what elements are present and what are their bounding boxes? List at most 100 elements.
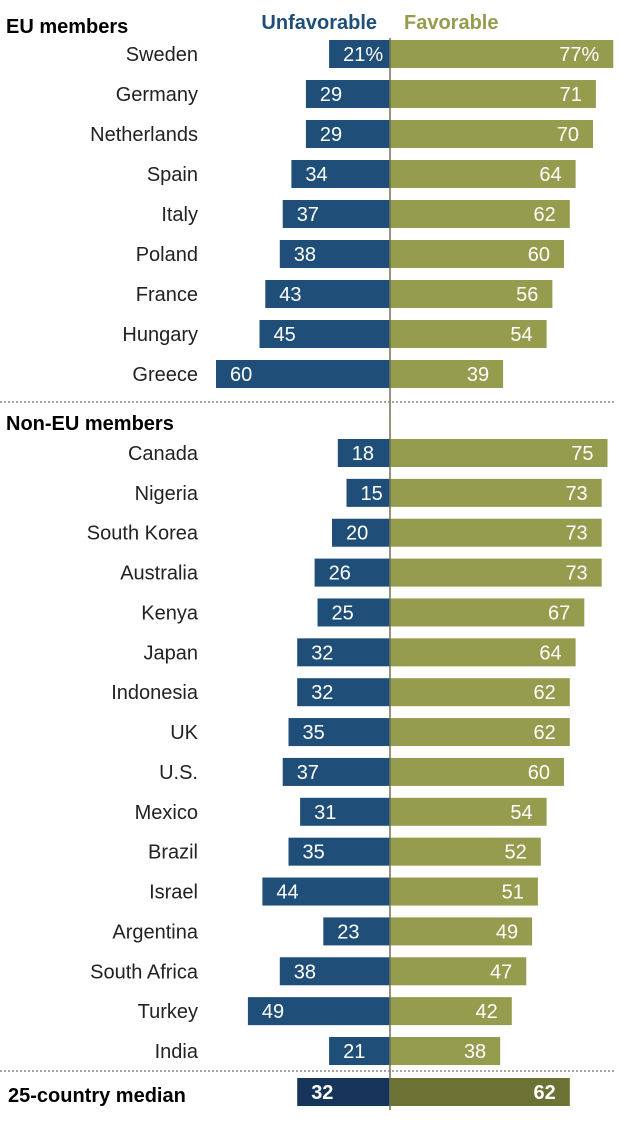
value-label-favorable-south-korea: 73 — [565, 523, 587, 545]
value-label-unfavorable-u-s: 37 — [297, 762, 319, 784]
country-label-uk: UK — [170, 722, 198, 744]
value-label-unfavorable-sweden: 21% — [343, 44, 383, 66]
country-label-argentina: Argentina — [112, 921, 198, 943]
country-label-australia: Australia — [120, 563, 199, 585]
value-label-unfavorable-france: 43 — [279, 284, 301, 306]
value-label-favorable-kenya: 67 — [548, 602, 570, 624]
value-label-unfavorable-south-africa: 38 — [294, 961, 316, 983]
value-label-favorable-south-africa: 47 — [490, 961, 512, 983]
bar-favorable-germany — [390, 80, 596, 108]
section-title-non-eu-members: Non-EU members — [6, 413, 174, 435]
country-label-hungary: Hungary — [122, 324, 198, 346]
country-label-nigeria: Nigeria — [135, 483, 199, 505]
value-label-favorable-indonesia: 62 — [534, 682, 556, 704]
country-label-sweden: Sweden — [126, 44, 198, 66]
median-label: 25-country median — [8, 1085, 186, 1107]
country-label-kenya: Kenya — [141, 602, 199, 624]
bar-unfavorable-nigeria — [346, 478, 390, 507]
country-label-canada: Canada — [128, 443, 199, 465]
bar-favorable-kenya — [390, 598, 585, 627]
bar-favorable-australia — [390, 558, 602, 587]
bar-unfavorable-median — [297, 1078, 390, 1106]
value-label-unfavorable-uk: 35 — [303, 722, 325, 744]
value-label-favorable-germany: 71 — [560, 84, 582, 106]
bar-unfavorable-netherlands — [305, 120, 390, 148]
value-label-unfavorable-netherlands: 29 — [320, 124, 342, 146]
value-label-favorable-poland: 60 — [528, 244, 550, 266]
bar-unfavorable-greece — [216, 360, 390, 388]
bar-favorable-canada — [390, 439, 608, 467]
bar-unfavorable-u-s — [282, 757, 390, 786]
country-label-south-africa: South Africa — [90, 961, 199, 983]
bar-favorable-nigeria — [390, 478, 602, 507]
country-label-greece: Greece — [132, 364, 198, 386]
value-label-favorable-netherlands: 70 — [557, 124, 579, 146]
country-label-south-korea: South Korea — [87, 523, 199, 545]
value-label-favorable-spain: 64 — [539, 164, 561, 186]
bar-favorable-japan — [390, 638, 576, 667]
value-label-favorable-japan: 64 — [539, 642, 561, 664]
bar-unfavorable-argentina — [323, 917, 390, 946]
value-label-favorable-israel: 51 — [502, 882, 524, 904]
section-title-eu-members: EU members — [6, 16, 128, 38]
country-label-france: France — [136, 284, 198, 306]
bar-favorable-spain — [390, 160, 576, 188]
value-label-unfavorable-turkey: 49 — [262, 1001, 284, 1023]
bar-favorable-hungary — [390, 320, 547, 348]
country-label-poland: Poland — [136, 244, 198, 266]
value-label-favorable-uk: 62 — [534, 722, 556, 744]
bar-favorable-brazil — [390, 837, 541, 866]
value-label-unfavorable-indonesia: 32 — [311, 682, 333, 704]
value-label-unfavorable-greece: 60 — [230, 364, 252, 386]
bar-favorable-uk — [390, 718, 570, 747]
bar-unfavorable-japan — [297, 638, 390, 667]
value-label-favorable-median: 62 — [534, 1082, 556, 1104]
value-label-unfavorable-south-korea: 20 — [346, 523, 368, 545]
bar-favorable-india — [390, 1037, 501, 1065]
bar-favorable-turkey — [390, 997, 512, 1026]
bar-unfavorable-south-korea — [332, 518, 390, 547]
country-label-turkey: Turkey — [138, 1001, 198, 1023]
bar-favorable-south-africa — [390, 957, 527, 986]
value-label-unfavorable-hungary: 45 — [274, 324, 296, 346]
value-label-favorable-nigeria: 73 — [565, 483, 587, 505]
value-label-favorable-hungary: 54 — [510, 324, 532, 346]
value-label-favorable-u-s: 60 — [528, 762, 550, 784]
bar-unfavorable-south-africa — [279, 957, 390, 986]
country-label-italy: Italy — [161, 204, 198, 226]
bar-unfavorable-poland — [279, 240, 390, 268]
value-label-unfavorable-mexico: 31 — [314, 802, 336, 824]
value-label-unfavorable-spain: 34 — [305, 164, 327, 186]
bar-favorable-poland — [390, 240, 564, 268]
legend-unfavorable: Unfavorable — [261, 12, 377, 34]
bar-favorable-italy — [390, 200, 570, 228]
bar-unfavorable-mexico — [300, 797, 390, 826]
bar-unfavorable-canada — [337, 439, 390, 467]
bar-favorable-greece — [390, 360, 504, 388]
value-label-unfavorable-kenya: 25 — [332, 602, 354, 624]
bar-favorable-median — [390, 1078, 570, 1106]
value-label-unfavorable-japan: 32 — [311, 642, 333, 664]
chart-marks: EU members Sweden 21% 77% Germany 29 71 Netherl… — [0, 16, 614, 1110]
bar-unfavorable-sweden — [329, 40, 390, 68]
value-label-unfavorable-nigeria: 15 — [361, 483, 383, 505]
country-label-germany: Germany — [116, 84, 198, 106]
bar-unfavorable-israel — [262, 877, 390, 906]
bar-unfavorable-turkey — [247, 997, 390, 1026]
bar-unfavorable-germany — [305, 80, 390, 108]
value-label-unfavorable-poland: 38 — [294, 244, 316, 266]
value-label-unfavorable-india: 21 — [343, 1041, 365, 1063]
value-label-unfavorable-germany: 29 — [320, 84, 342, 106]
legend-favorable: Favorable — [404, 12, 498, 34]
bar-unfavorable-uk — [288, 718, 390, 747]
country-label-spain: Spain — [147, 164, 198, 186]
value-label-favorable-australia: 73 — [565, 563, 587, 585]
bar-favorable-israel — [390, 877, 538, 906]
bar-favorable-u-s — [390, 757, 564, 786]
country-label-netherlands: Netherlands — [90, 124, 198, 146]
value-label-favorable-india: 38 — [464, 1041, 486, 1063]
value-label-favorable-brazil: 52 — [505, 842, 527, 864]
value-label-unfavorable-italy: 37 — [297, 204, 319, 226]
bar-unfavorable-brazil — [288, 837, 390, 866]
